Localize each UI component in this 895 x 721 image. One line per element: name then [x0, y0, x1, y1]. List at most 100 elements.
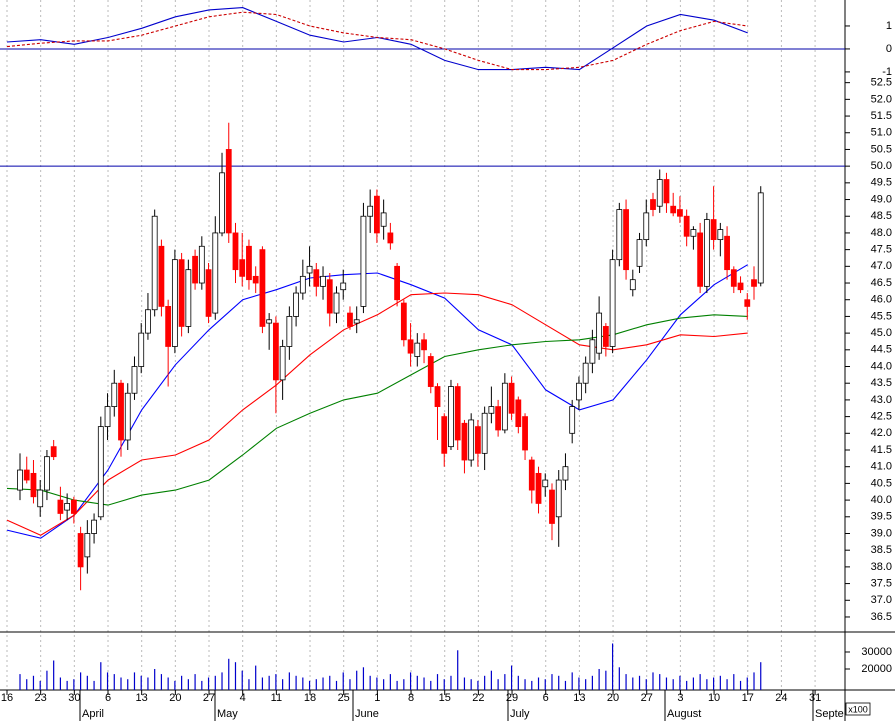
- volume-bar: [194, 674, 196, 690]
- candle-body: [259, 249, 266, 327]
- candle-body: [37, 489, 44, 508]
- candle-body: [454, 386, 461, 441]
- candle-body: [441, 416, 448, 454]
- x-tick-label: 18: [304, 692, 316, 704]
- candle-body: [549, 489, 555, 524]
- candle-body: [138, 332, 145, 367]
- volume-bar: [100, 662, 102, 690]
- volume-bar: [167, 677, 169, 690]
- volume-bar: [457, 650, 459, 690]
- y-tick-label: 36.5: [871, 611, 892, 623]
- volume-bar: [598, 668, 600, 690]
- candle-body: [475, 426, 481, 454]
- candle-body: [434, 386, 441, 407]
- volume-bar: [282, 679, 284, 690]
- candle-body: [508, 382, 515, 414]
- x-tick-label: 15: [439, 692, 451, 704]
- volume-bar: [187, 679, 189, 690]
- x-tick-label: 22: [472, 692, 484, 704]
- volume-bar: [686, 680, 688, 690]
- volume-bar: [416, 675, 418, 690]
- candle-body: [643, 212, 650, 241]
- y-tick-label: 46.5: [871, 277, 892, 289]
- candle-body: [562, 466, 569, 481]
- x-tick-label: 1: [374, 692, 380, 704]
- y-tick-label: 52.5: [871, 77, 892, 89]
- candle-body: [730, 269, 737, 287]
- volume-bar: [739, 680, 742, 690]
- y-tick-label: 40.0: [871, 494, 892, 506]
- y-tick-label: 43.0: [871, 394, 892, 406]
- volume-bar: [706, 679, 708, 690]
- moving-average-line: [6, 314, 748, 506]
- volume-bar: [463, 677, 466, 690]
- volume-bar: [389, 674, 391, 690]
- volume-bar: [753, 672, 755, 690]
- candle-body: [185, 269, 192, 327]
- candle-body: [50, 446, 57, 458]
- unit-box: [845, 702, 871, 716]
- candle-body: [535, 472, 542, 504]
- volume-bar: [39, 680, 41, 690]
- y-tick-label: 42.0: [871, 427, 892, 439]
- candle-body: [542, 479, 549, 488]
- volume-bar: [477, 680, 479, 690]
- candle-body: [744, 299, 751, 307]
- volume-bar: [578, 677, 580, 690]
- volume-bar: [558, 675, 560, 690]
- x-tick-label: 10: [708, 692, 720, 704]
- volume-bar: [551, 674, 553, 690]
- volume-bar: [26, 679, 28, 690]
- candle-body: [97, 426, 104, 518]
- y-tick-label: 45.5: [871, 310, 892, 322]
- x-tick-label: 4: [240, 692, 246, 704]
- volume-bar: [160, 674, 163, 690]
- volume-bar: [564, 680, 567, 690]
- volume-bar: [154, 668, 156, 690]
- month-label: August: [667, 708, 701, 720]
- candle-body: [724, 235, 730, 271]
- y-tick-label: 43.5: [871, 377, 892, 389]
- volume-bar: [544, 679, 546, 690]
- volume-bar: [679, 675, 681, 690]
- candle-body: [589, 339, 596, 364]
- y-tick-label: 30000: [861, 646, 892, 658]
- candle-body: [481, 412, 488, 454]
- y-tick-label: -1: [882, 66, 892, 78]
- y-tick-label: 47.0: [871, 260, 892, 272]
- candle-body: [91, 519, 97, 534]
- candle-body: [387, 232, 394, 244]
- volume-bar: [140, 675, 142, 690]
- candle-body: [320, 275, 326, 287]
- candle-body: [576, 382, 582, 401]
- candle-body: [690, 229, 697, 237]
- volume-bar: [733, 674, 735, 690]
- volume-bar: [59, 677, 62, 690]
- candle-body: [515, 399, 522, 428]
- candle-body: [313, 269, 320, 287]
- candle-body: [212, 232, 219, 314]
- candle-body: [501, 382, 508, 431]
- y-tick-label: 40.5: [871, 477, 892, 489]
- x-tick-label: 11: [271, 692, 282, 704]
- candle-body: [670, 205, 677, 214]
- volume-bar: [605, 670, 607, 690]
- month-label: July: [510, 708, 530, 720]
- candle-body: [232, 232, 239, 271]
- candle-body: [246, 245, 252, 281]
- y-tick-label: 39.0: [871, 527, 892, 539]
- x-tick-label: 24: [775, 692, 787, 704]
- candle-body: [528, 459, 535, 491]
- volume-bar: [66, 680, 68, 690]
- volume-bar: [625, 674, 627, 690]
- y-tick-label: 41.5: [871, 444, 892, 456]
- candle-body: [663, 179, 670, 204]
- month-label: June: [355, 708, 379, 720]
- volume-bar: [73, 679, 75, 690]
- candle-body: [158, 245, 165, 307]
- candle-body: [629, 279, 636, 291]
- candle-body: [380, 212, 387, 227]
- volume-bar: [713, 677, 715, 690]
- candle-body: [461, 422, 468, 461]
